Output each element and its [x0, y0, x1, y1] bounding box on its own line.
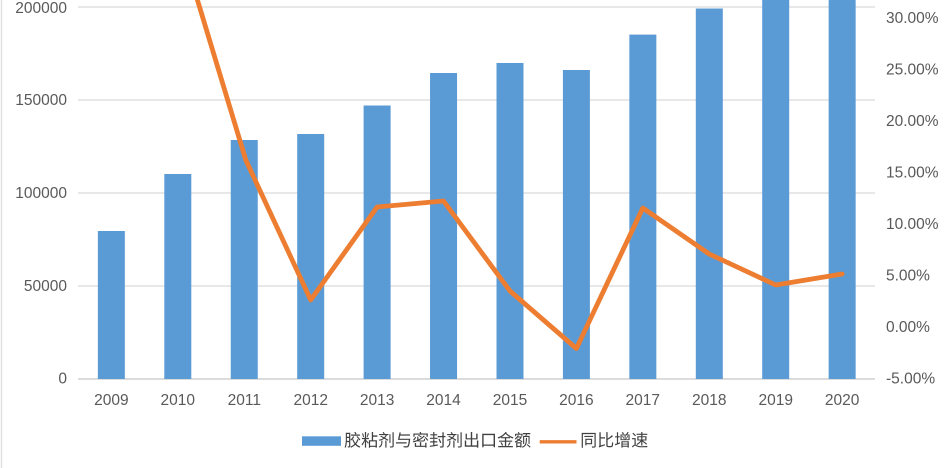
svg-text:2012: 2012	[293, 392, 327, 409]
svg-text:2018: 2018	[692, 392, 726, 409]
svg-text:2010: 2010	[161, 392, 196, 409]
svg-text:10.00%: 10.00%	[886, 216, 939, 233]
svg-text:2014: 2014	[426, 392, 461, 409]
svg-text:2016: 2016	[559, 392, 593, 409]
svg-text:2019: 2019	[758, 392, 792, 409]
svg-text:2009: 2009	[94, 392, 128, 409]
svg-text:30.00%: 30.00%	[886, 10, 939, 27]
svg-text:0: 0	[58, 370, 67, 387]
svg-text:200000: 200000	[15, 0, 67, 17]
svg-text:25.00%: 25.00%	[886, 61, 939, 78]
svg-text:100000: 100000	[15, 185, 67, 202]
svg-text:150000: 150000	[15, 92, 67, 109]
svg-text:5.00%: 5.00%	[886, 267, 930, 284]
svg-text:2015: 2015	[493, 392, 527, 409]
svg-text:2020: 2020	[825, 392, 860, 409]
svg-text:2013: 2013	[360, 392, 394, 409]
svg-text:-5.00%: -5.00%	[886, 370, 935, 387]
svg-text:15.00%: 15.00%	[886, 164, 939, 181]
svg-text:50000: 50000	[24, 278, 67, 295]
svg-text:2017: 2017	[626, 392, 660, 409]
svg-text:0.00%: 0.00%	[886, 319, 930, 336]
svg-text:2011: 2011	[228, 392, 261, 409]
svg-text:20.00%: 20.00%	[886, 113, 939, 130]
